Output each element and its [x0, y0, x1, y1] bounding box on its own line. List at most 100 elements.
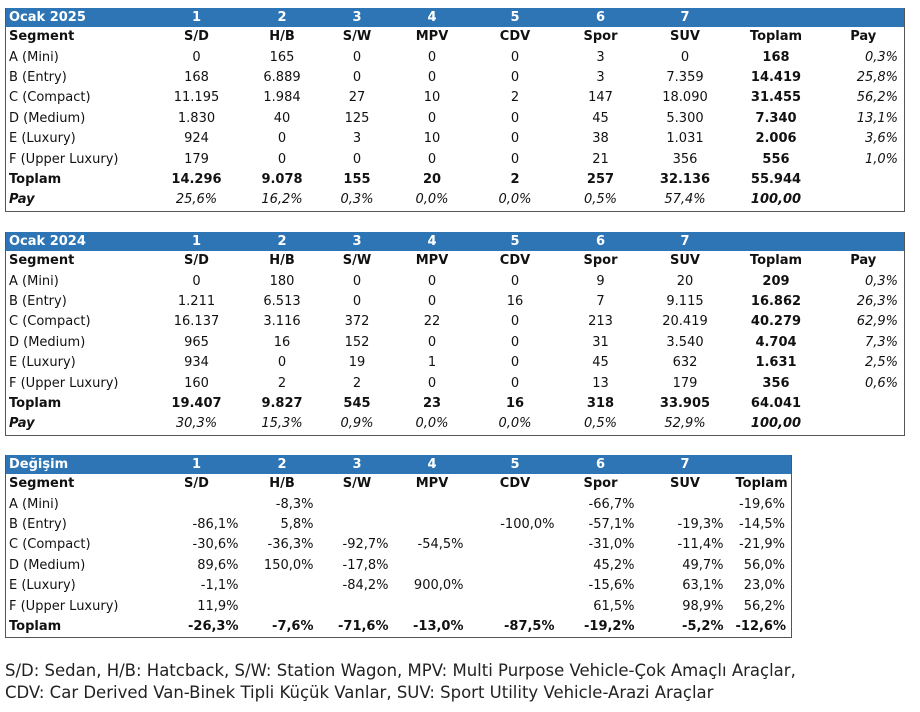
column-header: Toplam: [735, 476, 788, 492]
column-number: [729, 455, 792, 474]
total-cell: 16: [505, 395, 525, 411]
table-cell: 0: [510, 69, 520, 85]
table-cell: 0,3%: [864, 49, 898, 65]
column-number: 2: [244, 455, 320, 474]
total-cell: [823, 170, 905, 190]
column-header-row: Segment S/D H/B S/W MPV CDV Spor SUV Toplam Pay: [6, 27, 905, 47]
table-title: Ocak 2024: [5, 232, 149, 251]
table-cell: 45,2%: [593, 557, 635, 573]
segment-label: E (Luxury): [9, 355, 76, 371]
table-cell: 0: [510, 131, 520, 147]
column-header: H/B: [269, 253, 295, 269]
table-row: F (Upper Luxury) 179 0 0 0 0 21 356 556 1,0%: [6, 149, 905, 169]
table-cell: 1.031: [666, 131, 704, 147]
total-cell: 155: [343, 171, 371, 187]
table-row: F (Upper Luxury) 11,9% 61,5% 98,9% 56,2%: [6, 596, 792, 616]
table-cell: 0: [352, 293, 362, 309]
share-cell: 0,0%: [469, 414, 561, 436]
table-cell: [320, 515, 395, 535]
table-ocak-2025: Ocak 2025 1 2 3 4 5 6 7 Segment S/D H/B S/W MPV CDV Sp…: [5, 8, 905, 212]
table-cell: 18.090: [662, 90, 708, 106]
table-row: A (Mini) -8,3% -66,7% -19,6%: [6, 494, 792, 514]
share-cell: 16,2%: [244, 190, 320, 212]
table-degisim: Değişim 1 2 3 4 5 6 7 Segment S/D H/B S/W MPV CDV Spor…: [5, 455, 792, 639]
total-cell: 64.041: [750, 395, 802, 411]
table-ocak-2024: Ocak 2024 1 2 3 4 5 6 7 Segment S/D H/B S/W MPV CDV Sp…: [5, 232, 905, 436]
table-cell: 0: [192, 49, 201, 65]
column-number: 7: [640, 8, 730, 27]
share-cell: 0,0%: [469, 190, 561, 212]
table-cell: 26,3%: [856, 293, 898, 309]
table-cell: -15,6%: [588, 578, 635, 594]
total-cell: 318: [586, 395, 615, 411]
share-cell: 100,00: [729, 414, 823, 436]
table-cell: -66,7%: [588, 496, 635, 512]
column-number: 5: [469, 8, 561, 27]
table-cell: 23,0%: [743, 578, 785, 594]
column-header: Spor: [583, 253, 618, 269]
share-cell: 25,6%: [148, 190, 245, 212]
table-row: C (Compact) 16.137 3.116 372 22 0 213 20.419 40.…: [6, 312, 905, 332]
table-cell: 7: [596, 293, 605, 309]
column-number: 1: [148, 8, 245, 27]
segment-label: B (Entry): [9, 69, 67, 85]
table-cell: -19,6%: [739, 496, 785, 512]
column-number: 7: [640, 455, 730, 474]
column-header: Pay: [850, 29, 877, 45]
table-title: Değişim: [5, 455, 149, 474]
table-cell: 3: [596, 49, 605, 65]
table-cell: 27: [348, 90, 366, 106]
table-cell: 900,0%: [413, 578, 464, 594]
column-number: 6: [560, 8, 641, 27]
table-cell: 0: [510, 273, 520, 289]
column-header: Segment: [9, 253, 75, 269]
abbreviation-legend: S/D: Sedan, H/B: Hatcback, S/W: Station …: [5, 660, 796, 704]
table-cell: 168: [184, 69, 209, 85]
table-cell: 0: [277, 355, 287, 371]
column-number: [822, 8, 905, 27]
table-cell: 98,9%: [682, 598, 724, 614]
table-cell: 4.704: [755, 334, 797, 350]
table-cell: 3,6%: [864, 131, 898, 147]
table-title-row: Değişim 1 2 3 4 5 6 7: [5, 455, 792, 474]
total-cell: 257: [586, 171, 615, 187]
table-cell: 179: [184, 151, 209, 167]
column-header: H/B: [269, 476, 295, 492]
total-cell: 23: [422, 395, 442, 411]
table-cell: -100,0%: [500, 516, 555, 532]
table-cell: 150,0%: [263, 557, 314, 573]
table-cell: 3: [596, 69, 605, 85]
total-cell: -7,6%: [244, 616, 320, 639]
column-header: MPV: [415, 476, 449, 492]
table-cell: 56,2%: [856, 90, 898, 106]
table-cell: [470, 576, 561, 596]
table-cell: -36,3%: [267, 537, 314, 553]
table-cell: 0: [352, 151, 362, 167]
table-cell: 0: [427, 110, 437, 126]
table-cell: 0: [510, 355, 520, 371]
table-cell: 45: [592, 110, 609, 126]
table-cell: 13,1%: [856, 110, 898, 126]
total-cell: 32.136: [659, 171, 711, 187]
column-header-row: Segment S/D H/B S/W MPV CDV Spor SUV Toplam Pay: [6, 251, 905, 271]
table-cell: 0: [352, 273, 362, 289]
table-title-row: Ocak 2024 1 2 3 4 5 6 7: [5, 232, 905, 251]
total-cell: 33.905: [659, 395, 711, 411]
share-cell: [822, 190, 905, 212]
total-cell: 20: [422, 171, 442, 187]
table-cell: 2: [510, 90, 520, 106]
table-cell: -14,5%: [739, 516, 785, 532]
total-cell: 19.407: [171, 395, 222, 411]
table-cell: 89,6%: [197, 557, 239, 573]
table-cell: [245, 576, 320, 596]
share-cell: 57,4%: [640, 190, 730, 212]
table-cell: -21,9%: [739, 537, 785, 553]
share-cell: 0,5%: [560, 190, 641, 212]
share-label: Pay: [5, 190, 149, 212]
column-number: 3: [319, 455, 395, 474]
table-cell: 1.631: [755, 355, 797, 371]
table-cell: 62,9%: [856, 314, 898, 330]
column-number: 6: [560, 232, 641, 251]
table-cell: 147: [588, 90, 613, 106]
column-header: CDV: [499, 253, 531, 269]
